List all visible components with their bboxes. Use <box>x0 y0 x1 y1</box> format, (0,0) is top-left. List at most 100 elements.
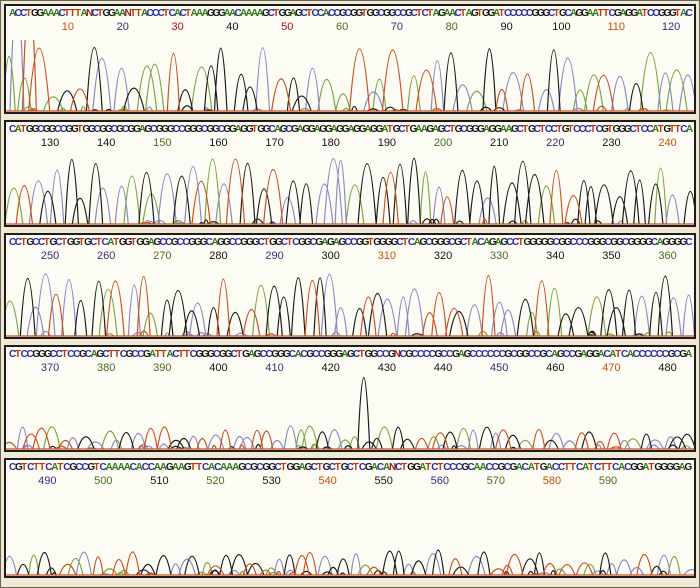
base-call: T <box>334 462 341 473</box>
base-call: T <box>69 8 76 19</box>
base-call: C <box>455 462 463 473</box>
base-call: G <box>161 124 170 135</box>
base-call: C <box>425 237 433 248</box>
base-call: A <box>113 8 121 19</box>
base-call: C <box>280 237 288 248</box>
base-call: G <box>353 124 361 135</box>
base-call: A <box>171 462 180 473</box>
base-call: T <box>20 237 27 248</box>
base-call: C <box>141 462 149 473</box>
base-call: A <box>322 8 330 19</box>
base-call: C <box>520 8 528 19</box>
base-call: A <box>80 8 88 19</box>
base-call: A <box>226 462 234 473</box>
base-call: C <box>506 237 514 248</box>
base-call: T <box>674 8 681 19</box>
trace-channel-G <box>57 46 644 112</box>
trace-channel-C <box>6 551 694 576</box>
base-call: G <box>218 349 227 360</box>
base-call: A <box>592 8 600 19</box>
trace-channel-T <box>58 551 653 576</box>
base-call: A <box>138 124 146 135</box>
base-call: G <box>339 8 347 19</box>
base-call: T <box>668 124 676 135</box>
base-call: C <box>344 8 352 19</box>
base-call: G <box>279 124 288 135</box>
base-call: C <box>510 349 518 360</box>
base-call: A <box>652 124 660 135</box>
base-call: G <box>461 462 470 473</box>
base-call: T <box>476 8 483 19</box>
base-call: C <box>81 462 89 473</box>
base-call: A <box>274 124 282 135</box>
base-call: C <box>49 349 58 360</box>
position-tick: 570 <box>486 475 506 487</box>
base-call: T <box>498 8 505 19</box>
base-call: C <box>443 124 451 135</box>
base-call: G <box>295 8 303 19</box>
base-call: T <box>567 124 574 135</box>
base-call: T <box>358 349 365 360</box>
base-call: T <box>25 8 32 19</box>
position-tick: 200 <box>433 137 453 149</box>
base-call: G <box>388 8 397 19</box>
trace-channel-C <box>28 158 680 225</box>
base-call: G <box>618 124 626 135</box>
trace-channel-A <box>43 425 692 450</box>
base-call: A <box>141 8 149 19</box>
base-call: G <box>434 349 443 360</box>
base-call: C <box>661 349 669 360</box>
base-call: A <box>415 124 423 135</box>
base-call: G <box>561 124 570 135</box>
base-call: G <box>189 124 198 135</box>
base-call: T <box>553 8 560 19</box>
base-call: G <box>118 237 127 248</box>
base-call: T <box>43 237 50 248</box>
base-call: G <box>636 462 645 473</box>
position-tick: 320 <box>433 250 453 262</box>
base-call: C <box>59 124 67 135</box>
base-call: C <box>212 349 221 360</box>
base-call: C <box>557 462 566 473</box>
base-call: G <box>306 349 315 360</box>
base-call: A <box>174 8 182 19</box>
base-call: G <box>672 462 681 473</box>
position-tick: 470 <box>602 362 621 374</box>
trace-channel-G <box>39 157 694 225</box>
base-call: G <box>268 462 277 473</box>
position-tick: 260 <box>96 250 116 262</box>
base-call: G <box>108 8 116 19</box>
base-call: G <box>370 349 379 360</box>
base-call: G <box>298 237 306 248</box>
base-call: G <box>166 124 175 135</box>
base-call: C <box>89 237 98 248</box>
base-call: G <box>194 237 202 248</box>
base-call: T <box>416 8 423 19</box>
base-call: C <box>165 237 173 248</box>
base-call: A <box>123 462 131 473</box>
trace-channel-G <box>48 376 694 450</box>
base-call: C <box>552 237 560 248</box>
base-call: C <box>328 462 336 473</box>
base-call: T <box>76 124 83 135</box>
base-call: C <box>32 237 40 248</box>
position-tick: 90 <box>500 21 513 33</box>
base-call: C <box>551 462 560 473</box>
base-call: C <box>147 462 155 473</box>
base-call: G <box>304 462 313 473</box>
base-call: C <box>45 462 53 473</box>
base-call: A <box>153 462 161 473</box>
base-call: G <box>426 124 435 135</box>
position-tick: 220 <box>546 137 565 149</box>
base-call: G <box>335 349 344 360</box>
base-call: G <box>133 124 141 135</box>
base-call: G <box>529 237 538 248</box>
base-call: T <box>600 462 607 473</box>
position-tick: 580 <box>542 475 562 487</box>
base-call: C <box>446 349 454 360</box>
base-call: G <box>271 349 280 360</box>
base-call: A <box>505 124 513 135</box>
